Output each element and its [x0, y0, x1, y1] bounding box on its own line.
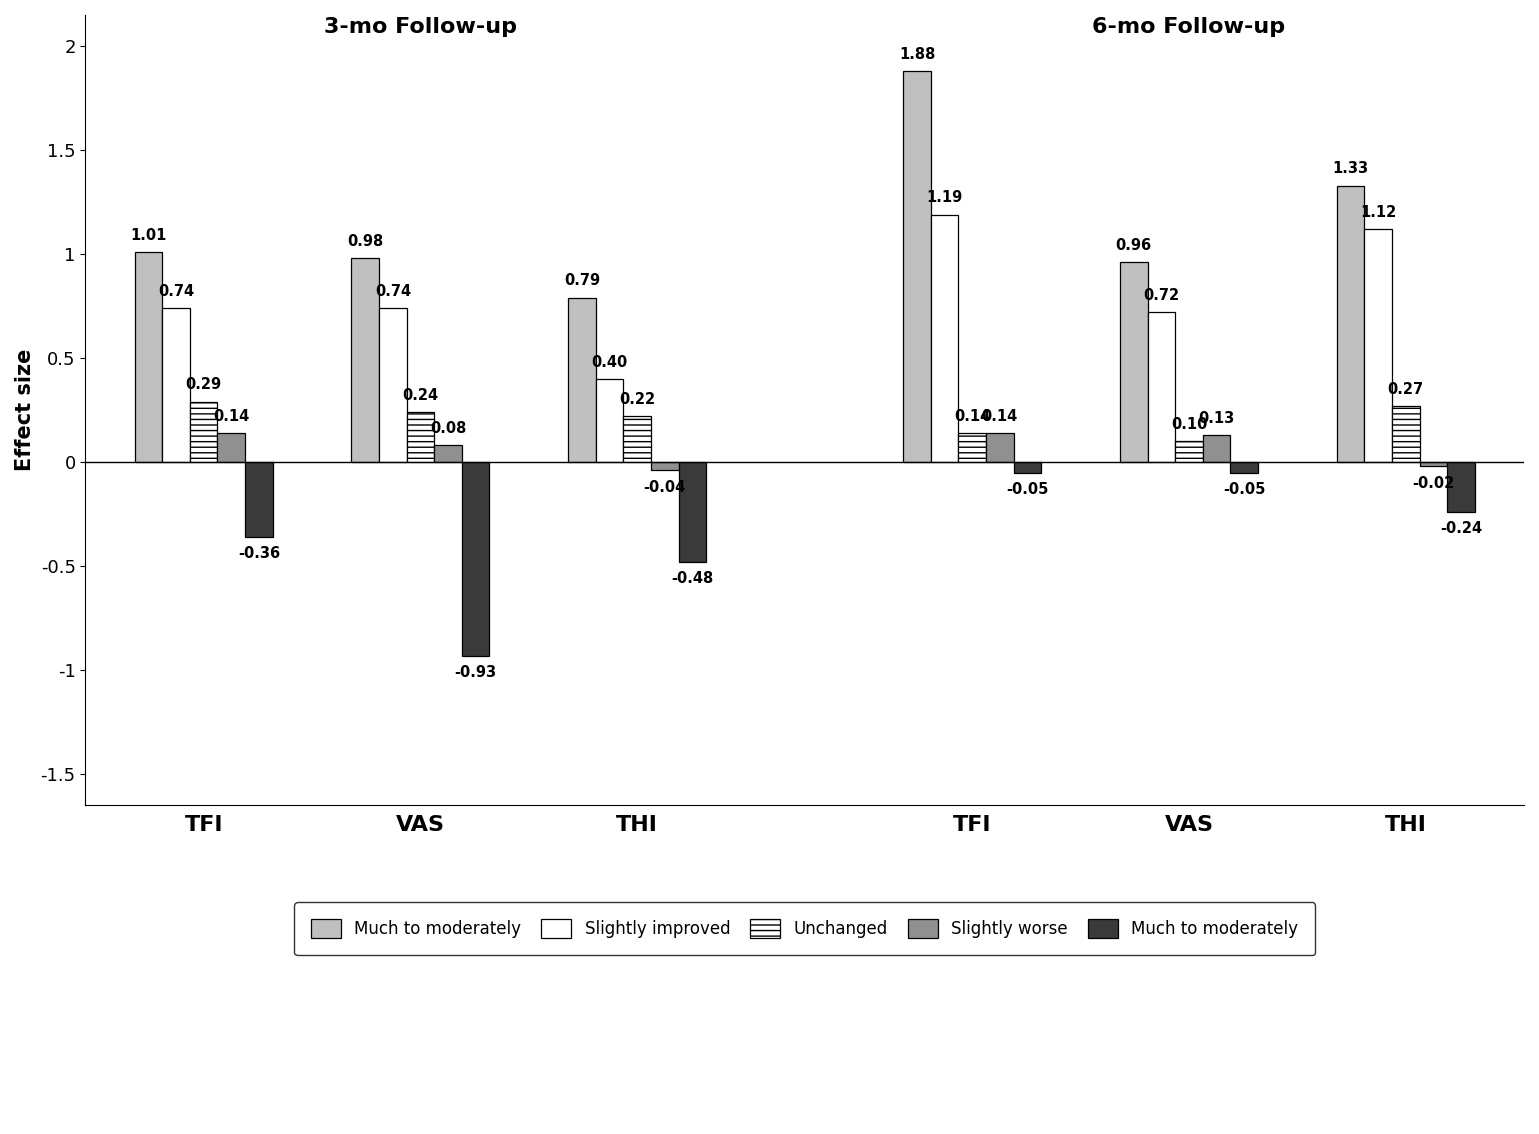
Text: 0.08: 0.08 — [429, 421, 466, 437]
Bar — [903, 71, 931, 463]
Bar — [1120, 262, 1148, 463]
Bar — [189, 401, 217, 463]
Bar — [1337, 186, 1365, 463]
Text: 3-mo Follow-up: 3-mo Follow-up — [323, 17, 517, 37]
Text: 0.74: 0.74 — [159, 284, 194, 299]
Bar — [434, 446, 462, 463]
Bar — [217, 433, 245, 463]
Text: 0.72: 0.72 — [1143, 288, 1179, 303]
Text: 0.27: 0.27 — [1388, 382, 1424, 397]
Text: 0.79: 0.79 — [563, 273, 600, 288]
Text: 0.22: 0.22 — [619, 392, 656, 407]
Bar — [379, 308, 406, 463]
Text: -0.04: -0.04 — [643, 480, 686, 494]
Text: -0.48: -0.48 — [671, 572, 714, 586]
Text: -0.02: -0.02 — [1413, 475, 1454, 491]
Bar — [931, 214, 959, 463]
Bar — [351, 259, 379, 463]
Bar — [1176, 441, 1203, 463]
Bar — [1391, 406, 1419, 463]
Text: 0.13: 0.13 — [1199, 411, 1234, 425]
Bar — [1014, 463, 1042, 473]
Text: 0.29: 0.29 — [186, 378, 222, 392]
Text: -0.36: -0.36 — [237, 547, 280, 561]
Bar — [245, 463, 272, 538]
Text: -0.05: -0.05 — [1007, 482, 1048, 497]
Text: 0.14: 0.14 — [212, 408, 249, 424]
Text: 0.10: 0.10 — [1171, 417, 1207, 432]
Bar — [406, 413, 434, 463]
Text: 1.19: 1.19 — [926, 191, 963, 205]
Text: 1.33: 1.33 — [1333, 161, 1368, 176]
Y-axis label: Effect size: Effect size — [15, 349, 35, 472]
Bar — [1148, 312, 1176, 463]
Text: 0.14: 0.14 — [982, 408, 1017, 424]
Text: 1.12: 1.12 — [1360, 205, 1396, 220]
Bar — [651, 463, 679, 471]
Text: 0.24: 0.24 — [402, 388, 439, 403]
Bar — [135, 252, 162, 463]
Bar — [1419, 463, 1447, 466]
Bar — [462, 463, 489, 655]
Bar — [1230, 463, 1257, 473]
Text: 0.96: 0.96 — [1116, 238, 1151, 253]
Bar — [986, 433, 1014, 463]
Text: 1.01: 1.01 — [131, 228, 166, 243]
Text: 1.88: 1.88 — [899, 46, 936, 61]
Bar — [623, 416, 651, 463]
Text: -0.93: -0.93 — [454, 665, 497, 680]
Text: 0.40: 0.40 — [591, 355, 628, 370]
Text: 6-mo Follow-up: 6-mo Follow-up — [1093, 17, 1285, 37]
Bar — [162, 308, 189, 463]
Bar — [596, 379, 623, 463]
Bar — [959, 433, 986, 463]
Bar — [1203, 435, 1230, 463]
Text: 0.14: 0.14 — [954, 408, 990, 424]
Text: -0.05: -0.05 — [1224, 482, 1265, 497]
Bar — [1365, 229, 1391, 463]
Text: 0.98: 0.98 — [348, 234, 383, 249]
Legend: Much to moderately, Slightly improved, Unchanged, Slightly worse, Much to modera: Much to moderately, Slightly improved, U… — [294, 903, 1314, 955]
Bar — [1447, 463, 1474, 513]
Text: 0.74: 0.74 — [376, 284, 411, 299]
Bar — [568, 298, 596, 463]
Bar — [679, 463, 706, 562]
Text: -0.24: -0.24 — [1441, 522, 1482, 536]
